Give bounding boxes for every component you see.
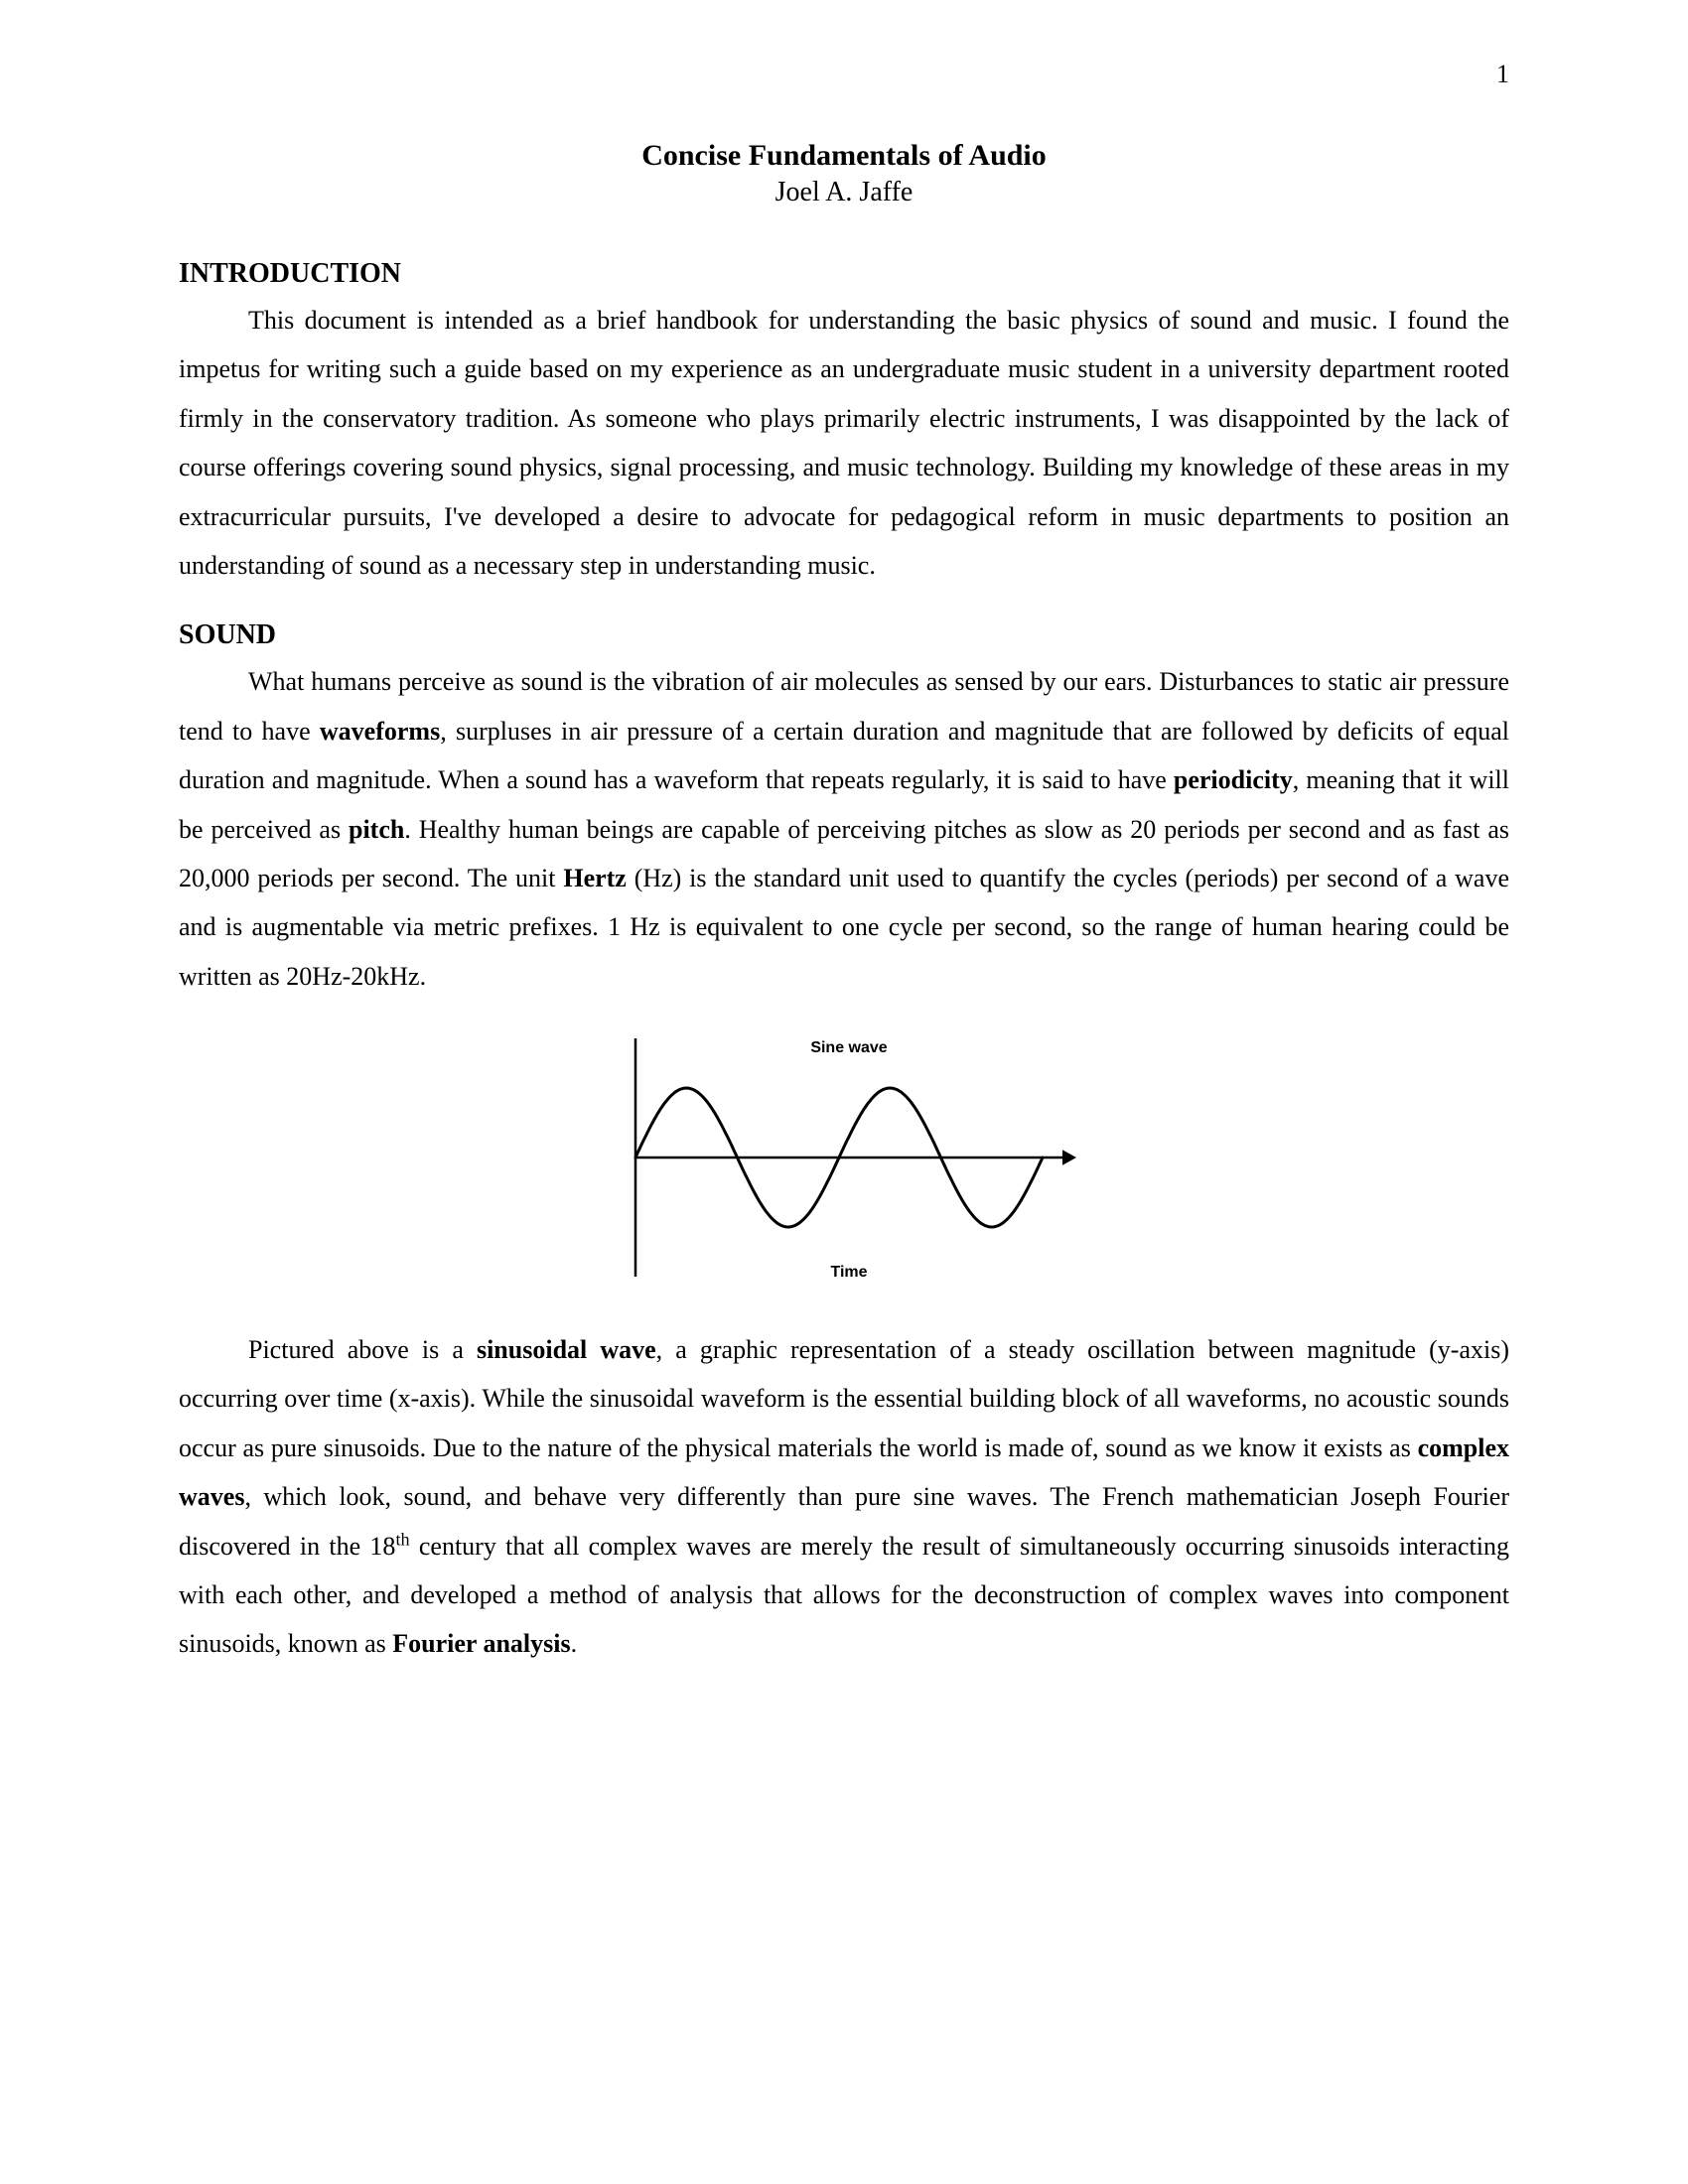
text-run: . <box>571 1629 578 1658</box>
heading-sound: SOUND <box>179 619 1509 651</box>
svg-text:Time: Time <box>830 1264 867 1281</box>
page-number: 1 <box>1496 60 1509 89</box>
bold-waveforms: waveforms <box>320 717 440 746</box>
sine-wave-figure: Sine wave Time <box>179 1019 1509 1301</box>
bold-hertz: Hertz <box>563 864 627 892</box>
bold-periodicity: periodicity <box>1174 765 1293 794</box>
document-page: 1 Concise Fundamentals of Audio Joel A. … <box>0 0 1688 2184</box>
document-author: Joel A. Jaffe <box>179 177 1509 208</box>
document-title: Concise Fundamentals of Audio <box>179 139 1509 173</box>
intro-paragraph: This document is intended as a brief han… <box>179 296 1509 590</box>
bold-pitch: pitch <box>349 815 404 844</box>
bold-sinusoidal-wave: sinusoidal wave <box>477 1335 656 1364</box>
sine-wave-svg-container: Sine wave Time <box>566 1019 1122 1301</box>
intro-text: This document is intended as a brief han… <box>179 306 1509 580</box>
superscript-th: th <box>395 1529 409 1549</box>
bold-fourier-analysis: Fourier analysis <box>392 1629 570 1658</box>
sound-paragraph-1: What humans perceive as sound is the vib… <box>179 657 1509 1001</box>
text-run: Pictured above is a <box>248 1335 477 1364</box>
svg-text:Sine wave: Sine wave <box>810 1039 887 1056</box>
sound-paragraph-2: Pictured above is a sinusoidal wave, a g… <box>179 1325 1509 1669</box>
heading-introduction: INTRODUCTION <box>179 258 1509 290</box>
sine-wave-chart: Sine wave Time <box>566 1019 1122 1297</box>
